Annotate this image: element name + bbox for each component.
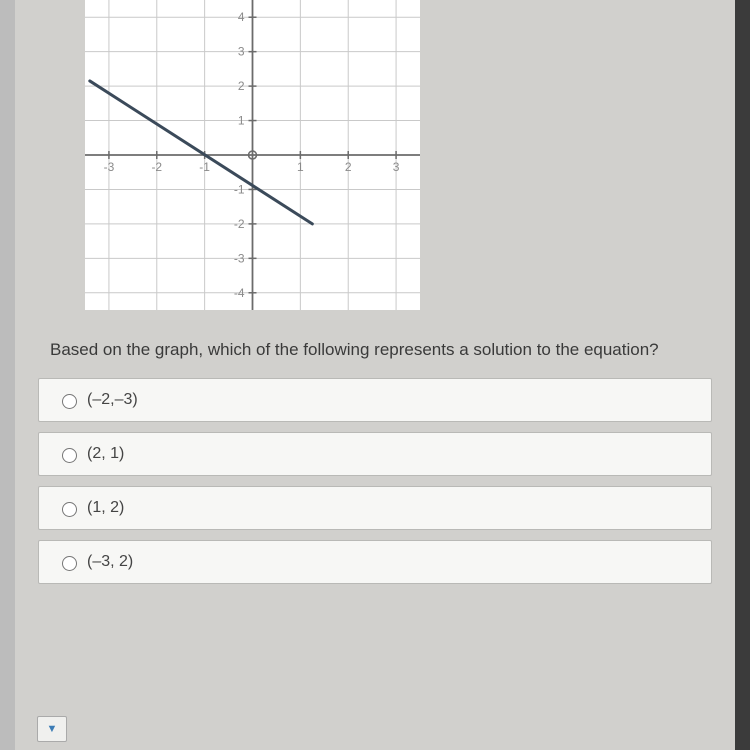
option-row-0[interactable]: (–2,–3) <box>38 378 712 422</box>
option-radio-3[interactable] <box>62 556 77 571</box>
svg-text:4: 4 <box>238 10 245 24</box>
svg-text:-1: -1 <box>199 160 210 174</box>
svg-text:1: 1 <box>238 114 245 128</box>
right-edge-shadow <box>735 0 750 750</box>
dropdown-button[interactable]: ▼ <box>37 716 67 742</box>
option-label-1: (2, 1) <box>87 445 124 463</box>
svg-text:-2: -2 <box>151 160 162 174</box>
option-radio-2[interactable] <box>62 502 77 517</box>
option-label-2: (1, 2) <box>87 499 124 517</box>
coordinate-graph: -3 -2 -1 1 2 3 -4 -3 -2 -1 1 2 3 4 <box>85 0 420 310</box>
svg-text:-3: -3 <box>104 160 115 174</box>
option-radio-0[interactable] <box>62 394 77 409</box>
svg-text:-1: -1 <box>234 182 245 196</box>
option-row-2[interactable]: (1, 2) <box>38 486 712 530</box>
chevron-down-icon: ▼ <box>47 723 58 735</box>
option-row-3[interactable]: (–3, 2) <box>38 540 712 584</box>
svg-text:-4: -4 <box>234 286 245 300</box>
graph-svg: -3 -2 -1 1 2 3 -4 -3 -2 -1 1 2 3 4 <box>85 0 420 310</box>
question-text: Based on the graph, which of the followi… <box>50 340 720 360</box>
option-label-0: (–2,–3) <box>87 391 138 409</box>
option-label-3: (–3, 2) <box>87 553 133 571</box>
svg-text:2: 2 <box>238 79 245 93</box>
option-row-1[interactable]: (2, 1) <box>38 432 712 476</box>
svg-text:-3: -3 <box>234 251 245 265</box>
option-radio-1[interactable] <box>62 448 77 463</box>
svg-text:1: 1 <box>297 160 304 174</box>
svg-text:-2: -2 <box>234 217 245 231</box>
svg-text:3: 3 <box>238 45 245 59</box>
page-container: -3 -2 -1 1 2 3 -4 -3 -2 -1 1 2 3 4 Based on the graph… <box>15 0 735 750</box>
svg-text:3: 3 <box>393 160 400 174</box>
svg-text:2: 2 <box>345 160 352 174</box>
